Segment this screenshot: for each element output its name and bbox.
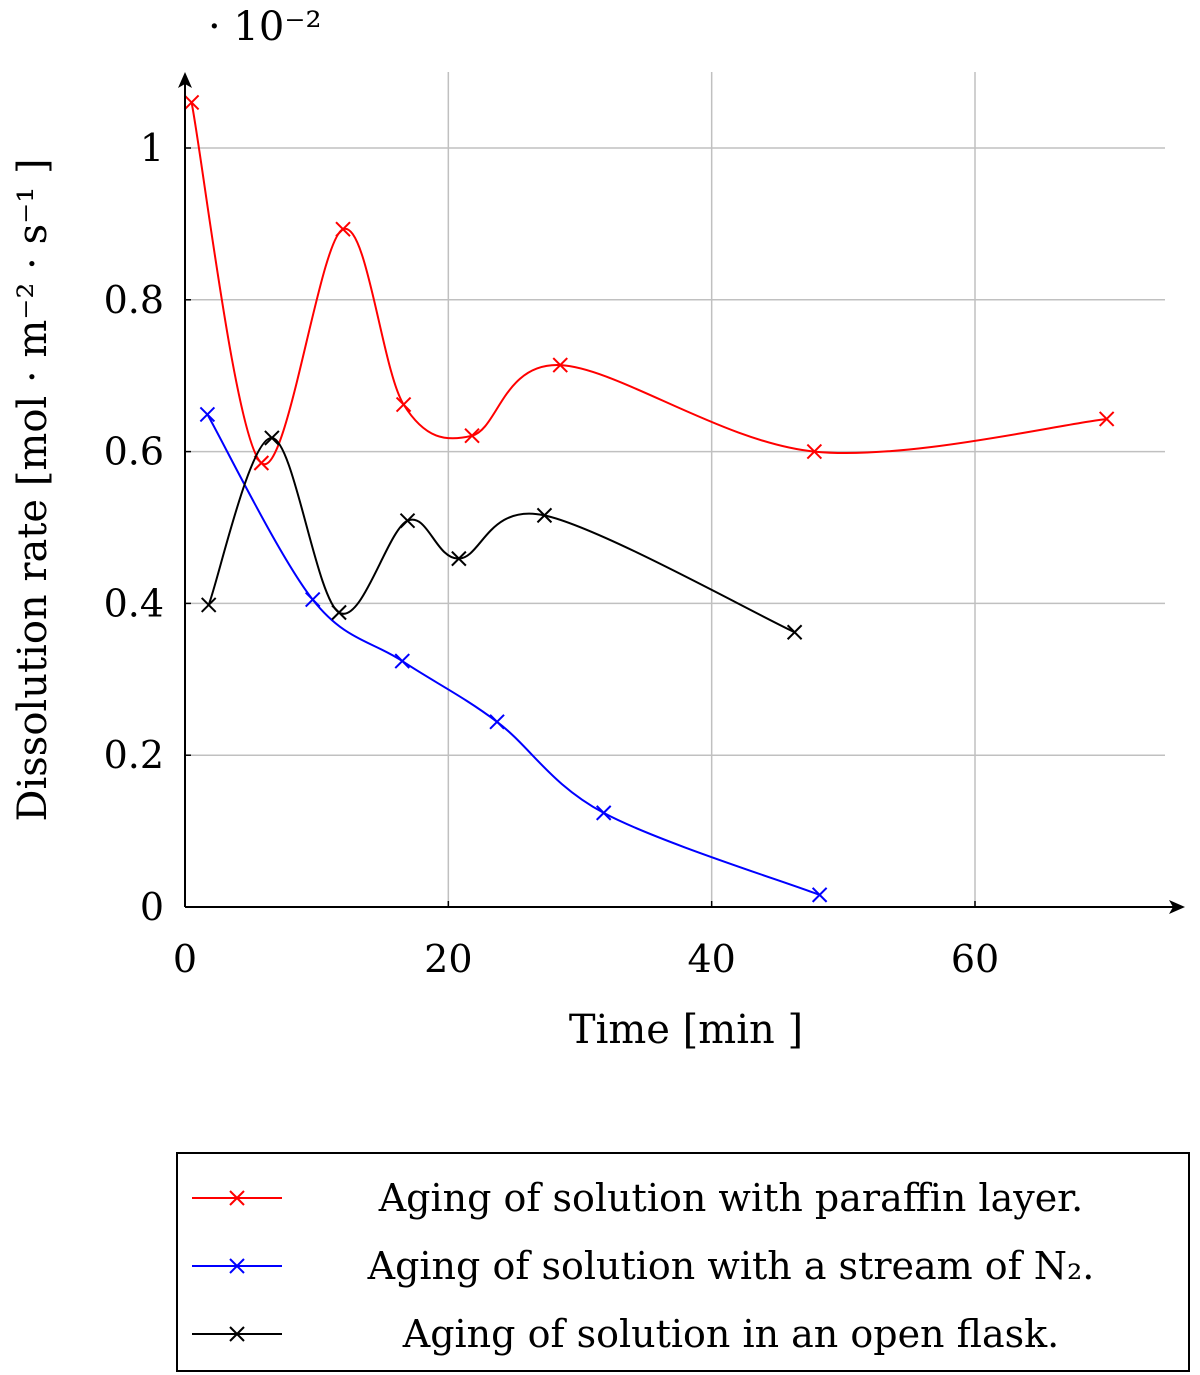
x-axis-arrow [1169, 900, 1185, 914]
series-3-point [399, 512, 416, 529]
axes [178, 72, 1185, 914]
y-axis-label: Dissolution rate [mol · m⁻² · s⁻¹ ] [10, 158, 56, 821]
series-3-point [536, 507, 553, 524]
tick-labels: 0 20 40 60 0 0.2 0.4 0.6 0.8 1 [104, 126, 1000, 981]
y-multiplier: · 10⁻² [208, 4, 321, 50]
y-tick-label: 0.4 [104, 581, 164, 625]
series-2-point [394, 653, 410, 669]
series-3-point [786, 624, 803, 640]
series-1-point [464, 427, 480, 444]
legend-marker-2 [229, 1258, 245, 1274]
series-3-point [451, 550, 467, 567]
series-line-2 [206, 413, 820, 896]
series-2-point [489, 714, 505, 730]
series-2-point [305, 591, 321, 608]
series-1-point [335, 221, 351, 237]
series-2-point [199, 406, 216, 423]
legend-marker-1 [229, 1190, 245, 1206]
legend-label-3: Aging of solution in an open flask. [402, 1312, 1059, 1356]
series-1-point [1098, 411, 1115, 427]
series-1-point [552, 357, 568, 373]
legend-label-2: Aging of solution with a stream of N₂. [367, 1244, 1095, 1288]
legend-marker-3 [229, 1326, 245, 1342]
series-2-point [811, 887, 828, 903]
y-tick-label: 0.8 [104, 278, 164, 322]
series-3-point [200, 597, 217, 613]
x-tick-label: 40 [687, 937, 735, 981]
legend: Aging of solution with paraffin layer. Ag… [176, 1152, 1190, 1372]
y-axis-arrow [178, 72, 192, 88]
series-1-point [806, 443, 823, 460]
y-tick-label: 0.6 [104, 430, 164, 474]
y-tick-label: 0 [140, 885, 164, 929]
legend-label-1: Aging of solution with paraffin layer. [378, 1176, 1084, 1220]
x-tick-label: 0 [173, 937, 197, 981]
series-1-point [395, 396, 412, 413]
x-tick-label: 60 [951, 937, 999, 981]
grid-lines [185, 72, 1165, 907]
series-1-point [253, 455, 270, 471]
y-tick-label: 0.2 [104, 733, 164, 777]
series-3-point [331, 604, 347, 621]
legend-box [176, 1152, 1190, 1372]
y-tick-label: 1 [140, 126, 164, 170]
x-axis-label: Time [min ] [569, 1007, 803, 1053]
series-lines [183, 94, 1115, 903]
x-tick-label: 20 [424, 937, 472, 981]
series-2-point [595, 805, 612, 821]
series-line-1 [190, 102, 1107, 466]
series-3-point [264, 430, 280, 446]
series-1-point [183, 94, 200, 111]
